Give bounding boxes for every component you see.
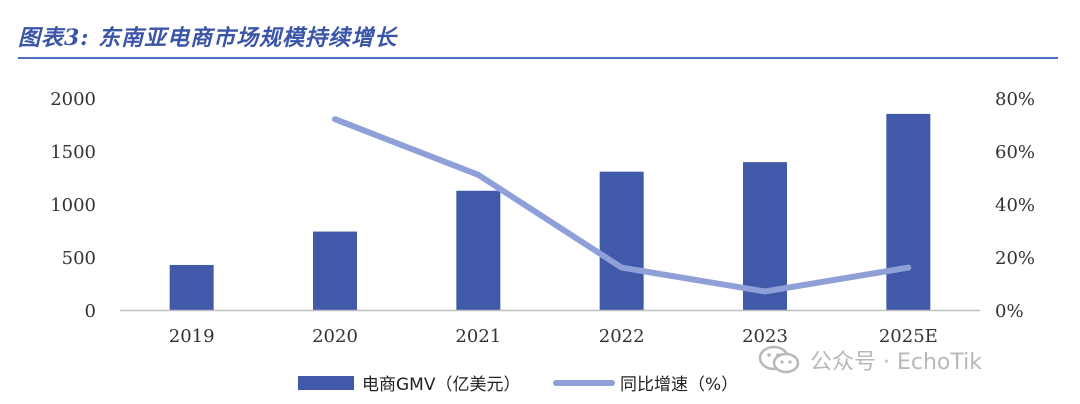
bar-2025E — [886, 113, 931, 311]
x-tick-label: 2021 — [455, 326, 501, 347]
left-tick-label: 0 — [85, 301, 96, 322]
right-tick-label: 60% — [995, 142, 1035, 163]
x-tick-label: 2019 — [169, 326, 215, 347]
bar-2021 — [456, 190, 501, 310]
left-tick-label: 500 — [62, 248, 96, 269]
x-tick-label: 2023 — [742, 326, 788, 347]
right-tick-label: 40% — [995, 195, 1035, 216]
left-tick-label: 2000 — [50, 89, 96, 110]
x-tick-label: 2020 — [312, 326, 358, 347]
x-tick-label: 2025E — [879, 326, 938, 347]
right-tick-label: 20% — [995, 248, 1035, 269]
legend-label-growth: 同比增速（%） — [620, 375, 738, 395]
title-divider — [18, 57, 1058, 59]
figure-title: 图表3: 东南亚电商市场规模持续增长 — [18, 25, 398, 51]
bar-2022 — [599, 171, 644, 310]
legend-swatch-gmv — [298, 376, 354, 390]
right-tick-label: 80% — [995, 89, 1035, 110]
legend-label-gmv: 电商GMV（亿美元） — [362, 375, 520, 395]
left-tick-label: 1000 — [50, 195, 96, 216]
watermark: 公众号 · EchoTik — [758, 344, 982, 376]
right-tick-label: 0% — [995, 301, 1024, 322]
bar-2020 — [313, 231, 357, 310]
left-tick-label: 1500 — [50, 142, 96, 163]
wechat-icon — [758, 345, 800, 374]
x-tick-label: 2022 — [599, 326, 645, 347]
bar-2019 — [169, 264, 214, 310]
bar-2023 — [743, 162, 787, 310]
watermark-text: 公众号 · EchoTik — [810, 350, 982, 375]
